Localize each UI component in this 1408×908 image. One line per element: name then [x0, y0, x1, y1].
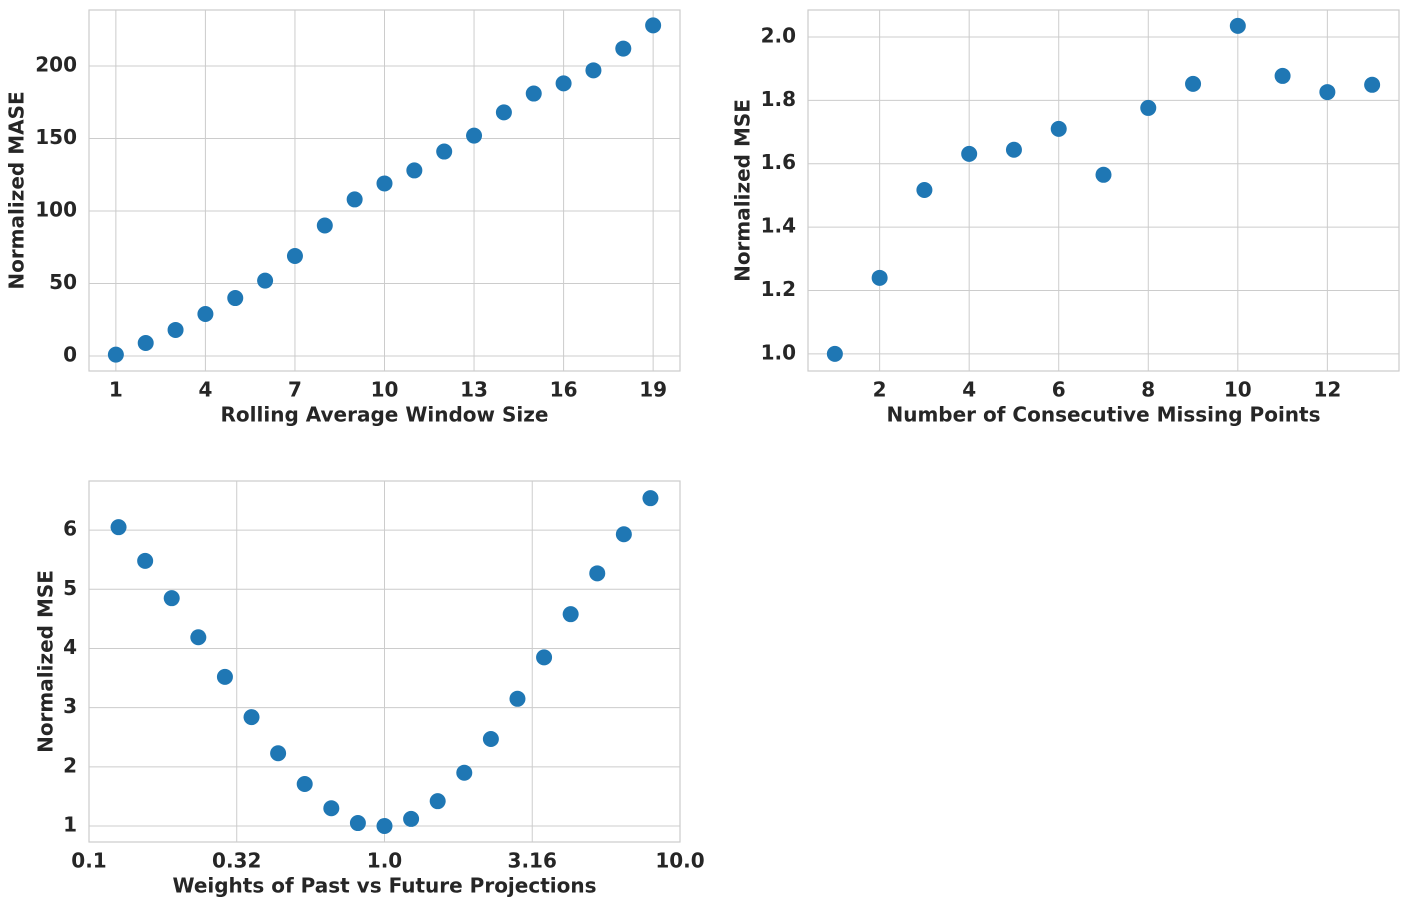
x-tick-label: 12	[1313, 378, 1341, 402]
point	[216, 668, 233, 685]
y-tick-label: 50	[49, 270, 77, 294]
point	[296, 776, 313, 793]
x-tick-label: 6	[1052, 378, 1066, 402]
x-tick-label: 0.32	[212, 849, 261, 873]
point	[585, 62, 602, 79]
point	[376, 818, 393, 835]
point	[482, 731, 499, 748]
y-tick-label: 1.8	[761, 87, 796, 111]
point	[270, 745, 287, 762]
axes-frame	[88, 480, 681, 843]
point	[167, 321, 184, 338]
axes-frame	[807, 9, 1400, 372]
y-tick-label: 1.2	[761, 277, 796, 301]
point	[107, 346, 124, 363]
y-tick-label: 200	[35, 52, 77, 76]
point	[403, 810, 420, 827]
point	[1050, 120, 1067, 137]
point	[323, 800, 340, 817]
point	[1229, 17, 1246, 34]
x-tick-label: 3.16	[508, 849, 557, 873]
point	[495, 104, 512, 121]
point	[525, 85, 542, 102]
point	[1095, 166, 1112, 183]
y-axis-label: Normalized MASE	[5, 91, 29, 289]
point	[227, 290, 244, 307]
point	[137, 335, 154, 352]
point	[257, 272, 274, 289]
point	[536, 649, 553, 666]
point	[645, 17, 662, 34]
point	[562, 606, 579, 623]
x-tick-label: 13	[460, 378, 488, 402]
x-tick-label: 10	[1224, 378, 1252, 402]
point	[916, 182, 933, 199]
point	[197, 306, 214, 322]
point	[871, 269, 888, 286]
point	[555, 75, 572, 92]
x-tick-label: 1	[109, 378, 123, 402]
point	[589, 565, 606, 582]
x-tick-label: 0.1	[71, 849, 106, 873]
point	[615, 526, 632, 543]
y-axis-label: Normalized MSE	[731, 99, 755, 282]
point	[961, 145, 978, 162]
point	[376, 175, 393, 192]
x-axis-label: Rolling Average Window Size	[221, 403, 549, 427]
y-tick-label: 100	[35, 198, 77, 222]
x-tick-label: 4	[198, 378, 212, 402]
x-tick-label: 8	[1141, 378, 1155, 402]
x-axis-label: Weights of Past vs Future Projections	[172, 874, 596, 898]
x-tick-label: 1.0	[367, 849, 402, 873]
y-tick-label: 2	[63, 753, 77, 777]
y-tick-label: 150	[35, 125, 77, 149]
y-tick-label: 1	[63, 813, 77, 837]
x-tick-label: 10.0	[655, 849, 704, 873]
y-tick-label: 0	[63, 343, 77, 367]
point	[1319, 84, 1336, 101]
point	[429, 793, 446, 810]
point	[349, 815, 366, 832]
x-tick-label: 16	[550, 378, 578, 402]
y-tick-label: 4	[63, 635, 77, 659]
x-tick-label: 2	[873, 378, 887, 402]
y-tick-label: 1.4	[761, 214, 796, 238]
point	[456, 764, 473, 781]
point	[110, 519, 127, 536]
point	[243, 709, 260, 726]
x-tick-label: 10	[371, 378, 399, 402]
point	[466, 127, 483, 144]
y-tick-label: 1.0	[761, 340, 796, 364]
point	[346, 191, 363, 208]
y-tick-label: 5	[63, 576, 77, 600]
point	[190, 629, 207, 646]
point	[1274, 67, 1291, 84]
x-tick-label: 19	[639, 378, 667, 402]
y-tick-label: 1.6	[761, 150, 796, 174]
point	[1185, 75, 1202, 92]
x-tick-label: 4	[962, 378, 976, 402]
y-tick-label: 3	[63, 694, 77, 718]
y-tick-label: 2.0	[761, 23, 796, 47]
point	[436, 143, 453, 160]
y-axis-label: Normalized MSE	[34, 570, 58, 753]
point	[406, 162, 423, 179]
x-axis-label: Number of Consecutive Missing Points	[886, 403, 1320, 427]
point	[316, 217, 333, 234]
point	[1005, 141, 1022, 158]
axes-frame	[88, 9, 681, 372]
x-tick-label: 7	[288, 378, 302, 402]
point	[137, 552, 154, 569]
point	[509, 690, 526, 707]
point	[286, 247, 303, 264]
point	[1364, 76, 1381, 93]
point	[615, 40, 632, 57]
point	[826, 345, 843, 362]
point	[642, 490, 659, 507]
point	[163, 590, 180, 607]
y-tick-label: 6	[63, 517, 77, 541]
point	[1140, 99, 1157, 116]
